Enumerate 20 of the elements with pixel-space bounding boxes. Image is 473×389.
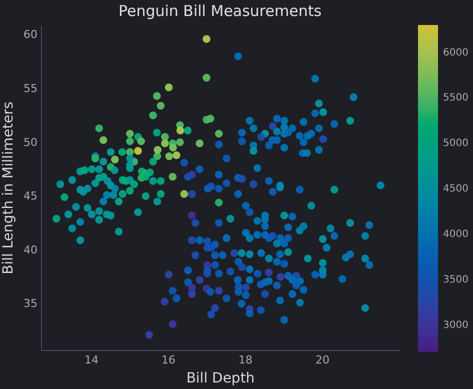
color-bar-label: 3000 <box>443 320 468 331</box>
y-axis-title: Bill Length in Millimeters <box>0 102 17 274</box>
x-axis-title: Bill Depth <box>186 370 255 386</box>
y-tick-label: 60 <box>24 28 38 42</box>
y-tick-label: 55 <box>24 82 38 95</box>
y-tick-label: 45 <box>24 190 38 203</box>
x-tick-label: 20 <box>316 354 330 366</box>
color-bar-label: 5500 <box>443 92 468 104</box>
y-tick-label: 35 <box>24 297 38 310</box>
x-tick-label: 14 <box>84 354 99 366</box>
color-bar-label: 5000 <box>443 138 468 150</box>
color-bar-label: 6000 <box>443 47 468 58</box>
y-tick-label: 40 <box>24 243 38 256</box>
x-tick-label: 16 <box>162 354 176 366</box>
color-bar-label: 4500 <box>443 184 468 194</box>
color-bar-label: 4000 <box>443 228 468 240</box>
chart-title: Penguin Bill Measurements <box>118 2 322 20</box>
y-tick-label: 50 <box>24 136 38 149</box>
color-bar-label: 3500 <box>443 274 468 286</box>
x-tick-label: 18 <box>238 354 253 366</box>
